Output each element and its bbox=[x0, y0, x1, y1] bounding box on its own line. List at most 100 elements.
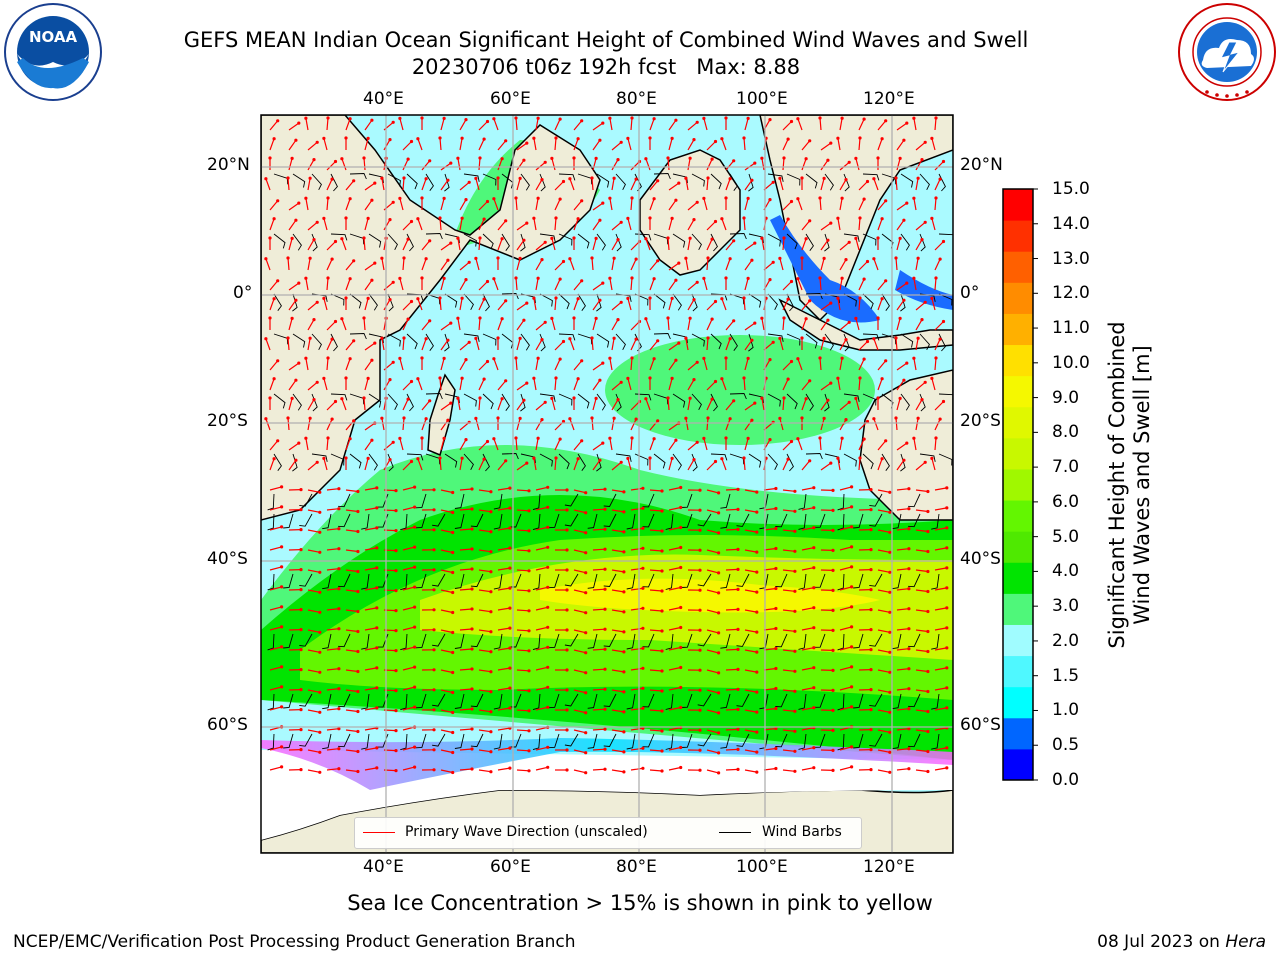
wave-direction-arrow bbox=[326, 688, 339, 691]
wind-barb bbox=[493, 733, 503, 750]
wave-arrow-head bbox=[619, 300, 623, 304]
wave-arrow-head bbox=[786, 377, 790, 381]
wave-arrow-head bbox=[340, 397, 344, 401]
wave-direction-arrow bbox=[611, 258, 615, 271]
wave-arrow-head bbox=[356, 769, 360, 774]
wave-arrow-head bbox=[641, 666, 645, 670]
wind-barb bbox=[587, 573, 598, 589]
wind-barb bbox=[539, 293, 553, 307]
wave-direction-arrow bbox=[592, 768, 606, 771]
wave-direction-arrow bbox=[497, 707, 510, 711]
wave-arrow-head bbox=[934, 276, 938, 280]
wave-arrow-head bbox=[782, 316, 786, 320]
wave-direction-arrow bbox=[459, 119, 467, 131]
wind-barb bbox=[577, 233, 590, 249]
wave-arrow-head bbox=[717, 731, 721, 735]
wave-arrow-head bbox=[679, 545, 683, 550]
wave-arrow-head bbox=[945, 506, 949, 510]
wave-direction-arrow bbox=[896, 139, 905, 151]
wave-arrow-head bbox=[844, 178, 848, 182]
wind-barb bbox=[862, 333, 880, 341]
wave-arrow-head bbox=[460, 376, 464, 380]
wave-direction-arrow bbox=[345, 589, 358, 593]
wave-direction-arrow bbox=[535, 746, 548, 751]
wave-direction-arrow bbox=[307, 689, 320, 693]
wave-direction-arrow bbox=[307, 399, 315, 411]
wave-arrow-head bbox=[774, 726, 778, 731]
wave-arrow-head bbox=[348, 197, 352, 201]
wave-direction-arrow bbox=[687, 281, 698, 291]
wave-arrow-head bbox=[299, 628, 303, 632]
wave-arrow-head bbox=[774, 546, 778, 551]
wave-arrow-head bbox=[793, 649, 797, 653]
wave-direction-arrow bbox=[478, 589, 491, 593]
wave-arrow-head bbox=[812, 586, 816, 590]
wave-arrow-head bbox=[482, 217, 486, 221]
wave-direction-arrow bbox=[763, 527, 776, 531]
wave-arrow-head bbox=[688, 396, 692, 400]
wave-arrow-head bbox=[888, 570, 892, 574]
wave-direction-arrow bbox=[763, 627, 776, 631]
wave-arrow-head bbox=[608, 116, 612, 120]
wave-arrow-head bbox=[398, 356, 402, 360]
wave-arrow-head bbox=[869, 528, 873, 532]
wind-barb bbox=[273, 453, 282, 471]
wave-direction-arrow bbox=[896, 459, 905, 471]
wave-arrow-head bbox=[812, 666, 816, 670]
wave-arrow-head bbox=[540, 338, 544, 342]
wave-direction-arrow bbox=[440, 339, 449, 351]
wave-arrow-head bbox=[394, 609, 398, 613]
wind-barb bbox=[311, 173, 322, 191]
wave-arrow-head bbox=[926, 609, 930, 614]
wave-arrow-head bbox=[755, 630, 759, 634]
wave-direction-arrow bbox=[839, 686, 852, 691]
wave-arrow-head bbox=[540, 258, 544, 262]
wind-barb bbox=[501, 393, 510, 411]
wave-direction-arrow bbox=[706, 649, 719, 654]
wave-direction-arrow bbox=[915, 709, 928, 713]
wind-barb bbox=[853, 573, 864, 589]
wave-direction-arrow bbox=[326, 548, 339, 551]
wave-direction-arrow bbox=[288, 238, 293, 251]
wave-direction-arrow bbox=[609, 358, 613, 371]
wave-direction-arrow bbox=[839, 161, 850, 171]
wave-arrow-head bbox=[938, 177, 942, 181]
wave-arrow-head bbox=[884, 359, 888, 363]
wave-direction-arrow bbox=[364, 279, 373, 291]
wave-direction-arrow bbox=[516, 689, 530, 692]
wave-direction-arrow bbox=[288, 158, 293, 171]
wave-direction-arrow bbox=[744, 402, 756, 411]
wave-arrow-head bbox=[808, 379, 812, 383]
wave-direction-arrow bbox=[326, 197, 329, 211]
wave-arrow-head bbox=[778, 176, 782, 180]
wind-barb bbox=[463, 333, 480, 342]
wave-arrow-head bbox=[926, 529, 930, 534]
wave-arrow-head bbox=[432, 748, 436, 752]
wave-arrow-head bbox=[768, 198, 772, 202]
wave-arrow-head bbox=[299, 708, 303, 712]
wave-arrow-head bbox=[442, 116, 446, 120]
wave-arrow-head bbox=[299, 508, 303, 512]
wave-arrow-head bbox=[920, 318, 924, 322]
wave-direction-arrow bbox=[668, 298, 673, 311]
wave-arrow-head bbox=[771, 180, 775, 184]
wave-arrow-head bbox=[391, 360, 395, 364]
wave-arrow-head bbox=[945, 606, 949, 610]
wave-arrow-head bbox=[546, 585, 550, 589]
wind-barb bbox=[681, 733, 693, 748]
wave-direction-arrow bbox=[782, 749, 795, 752]
colorbar-tick-label: 11.0 bbox=[1052, 318, 1090, 339]
wind-barb bbox=[853, 693, 864, 709]
wind-barb bbox=[444, 453, 458, 468]
wave-arrow-head bbox=[500, 157, 504, 161]
wave-arrow-head bbox=[337, 487, 341, 491]
wave-arrow-head bbox=[294, 218, 298, 222]
wave-direction-arrow bbox=[630, 647, 643, 651]
wave-direction-arrow bbox=[535, 546, 548, 551]
wave-direction-arrow bbox=[478, 397, 481, 411]
wave-direction-arrow bbox=[649, 260, 659, 271]
wave-arrow-head bbox=[601, 441, 605, 445]
wind-barb bbox=[805, 393, 814, 411]
wave-arrow-head bbox=[603, 607, 607, 611]
wind-barb bbox=[267, 693, 275, 711]
